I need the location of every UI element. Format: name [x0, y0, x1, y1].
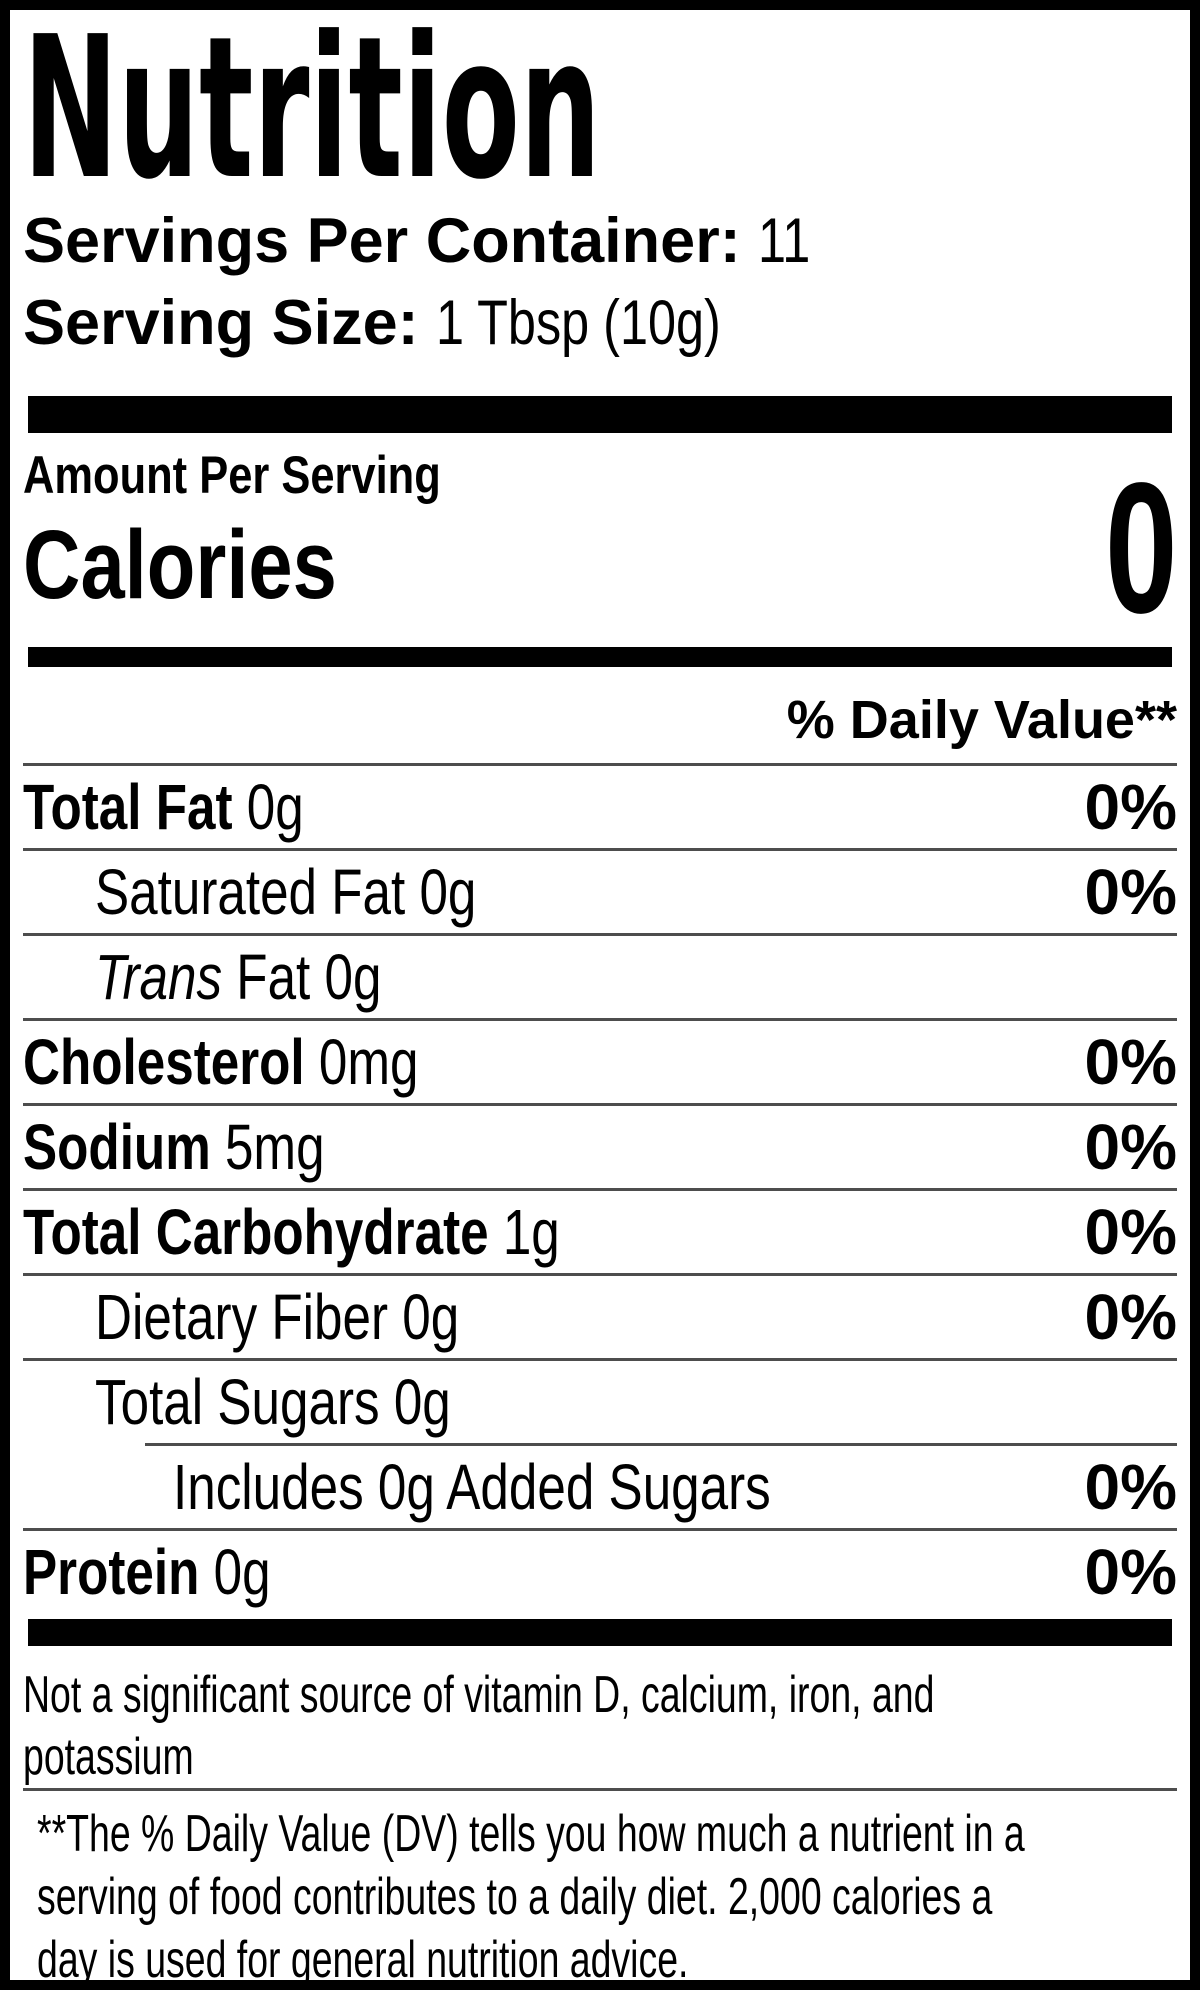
nutrient-name: Total Sugars 0g	[95, 1366, 451, 1438]
thick-divider-top	[28, 396, 1172, 433]
daily-value: 0%	[1084, 1451, 1178, 1523]
daily-value: 0%	[1084, 771, 1178, 843]
serving-size-line: Serving Size: 1 Tbsp (10g)	[23, 282, 1177, 364]
serving-size-label: Serving Size:	[23, 288, 437, 358]
nutrient-name: Total Fat 0g	[23, 771, 304, 843]
servings-per-container-value: 11	[758, 206, 811, 276]
row-divider	[23, 1188, 1177, 1191]
thick-divider-bottom	[28, 1619, 1172, 1646]
row-divider	[23, 848, 1177, 851]
nutrition-row-cholesterol: Cholesterol 0mg 0%	[23, 1021, 1177, 1103]
row-divider	[23, 933, 1177, 936]
nutrition-row-added-sugars: Includes 0g Added Sugars 0%	[23, 1446, 1177, 1528]
row-divider	[23, 1358, 1177, 1361]
nutrition-row-total-fat: Total Fat 0g 0%	[23, 766, 1177, 848]
nutrition-row-saturated-fat: Saturated Fat 0g 0%	[23, 851, 1177, 933]
nutrient-name: Protein 0g	[23, 1536, 271, 1608]
calories-label: Calories	[23, 510, 337, 619]
nutrition-row-sodium: Sodium 5mg 0%	[23, 1106, 1177, 1188]
footnote-line: **The % Daily Value (DV) tells you how m…	[37, 1805, 1025, 1863]
footnote-line: serving of food contributes to a daily d…	[37, 1868, 993, 1926]
nutrient-name: Dietary Fiber 0g	[95, 1281, 460, 1353]
nutrient-name: Trans Fat 0g	[95, 941, 382, 1013]
daily-value: 0%	[1084, 1536, 1178, 1608]
title-word-nutrition: Nutrition	[23, 0, 601, 223]
nutrient-name: Cholesterol 0mg	[23, 1026, 419, 1098]
daily-value-header: % Daily Value**	[786, 690, 1177, 750]
calories-value: 0	[1104, 444, 1177, 652]
added-sugars-divider	[145, 1443, 1177, 1446]
servings-per-container-label: Servings Per Container:	[23, 206, 759, 276]
label-title: NutritionFacts	[23, 0, 1177, 223]
thick-divider-calories	[28, 647, 1172, 667]
daily-value: 0%	[1084, 1281, 1178, 1353]
nutrition-row-dietary-fiber: Dietary Fiber 0g 0%	[23, 1276, 1177, 1358]
daily-value: 0%	[1084, 1196, 1178, 1268]
row-divider	[23, 1273, 1177, 1276]
row-divider	[23, 1018, 1177, 1021]
nutrient-name: Includes 0g Added Sugars	[173, 1451, 771, 1523]
serving-size-value: 1 Tbsp (10g)	[436, 288, 721, 358]
row-divider	[23, 1103, 1177, 1106]
disclaimer-text: Not a significant source of vitamin D, c…	[23, 1646, 1177, 1788]
daily-value: 0%	[1084, 856, 1178, 928]
nutrition-row-total-sugars: Total Sugars 0g	[23, 1361, 1177, 1443]
row-divider	[23, 763, 1177, 766]
footnote-divider	[23, 1788, 1177, 1791]
servings-per-container-line: Servings Per Container: 11	[23, 200, 1177, 282]
footnote-text: **The % Daily Value (DV) tells you how m…	[23, 1791, 1177, 1989]
daily-value: 0%	[1084, 1026, 1178, 1098]
calories-row: Calories 0	[23, 455, 1177, 641]
nutrition-row-protein: Protein 0g 0%	[23, 1531, 1177, 1613]
disclaimer-line: potassium	[23, 1728, 194, 1786]
nutrient-name: Sodium 5mg	[23, 1111, 325, 1183]
footnote-line: day is used for general nutrition advice…	[37, 1931, 689, 1989]
row-divider	[23, 1528, 1177, 1531]
nutrition-row-total-carbohydrate: Total Carbohydrate 1g 0%	[23, 1191, 1177, 1273]
disclaimer-line: Not a significant source of vitamin D, c…	[23, 1666, 935, 1724]
daily-value: 0%	[1084, 1111, 1178, 1183]
nutrient-name: Saturated Fat 0g	[95, 856, 477, 928]
nutrition-row-trans-fat: Trans Fat 0g	[23, 936, 1177, 1018]
nutrient-name: Total Carbohydrate 1g	[23, 1196, 560, 1268]
amount-per-serving-label: Amount Per Serving	[23, 446, 441, 505]
